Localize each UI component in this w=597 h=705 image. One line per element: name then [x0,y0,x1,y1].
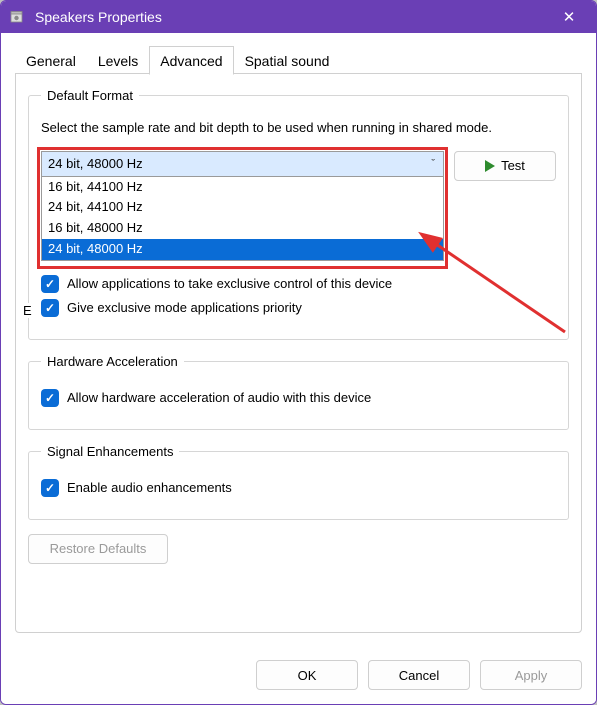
checkbox-enable-enhancements[interactable] [41,479,59,497]
tab-page-advanced: Default Format Select the sample rate an… [15,73,582,633]
label-exclusive-priority: Give exclusive mode applications priorit… [67,300,302,315]
group-hardware-acceleration: Hardware Acceleration Allow hardware acc… [28,354,569,430]
label-allow-hw-accel: Allow hardware acceleration of audio wit… [67,390,371,405]
legend-hardware-acceleration: Hardware Acceleration [41,354,184,369]
apply-button[interactable]: Apply [480,660,582,690]
play-icon [485,160,495,172]
close-icon: ✕ [563,8,576,26]
format-option[interactable]: 16 bit, 44100 Hz [42,177,443,198]
test-button[interactable]: Test [454,151,556,181]
label-enable-enhancements: Enable audio enhancements [67,480,232,495]
tab-general[interactable]: General [15,46,87,74]
restore-defaults-label: Restore Defaults [50,541,147,556]
cancel-label: Cancel [399,668,439,683]
tab-advanced[interactable]: Advanced [149,46,233,75]
group-signal-enhancements: Signal Enhancements Enable audio enhance… [28,444,569,520]
tab-levels[interactable]: Levels [87,46,149,74]
titlebar[interactable]: Speakers Properties ✕ [1,1,596,33]
test-button-label: Test [501,158,525,173]
cancel-button[interactable]: Cancel [368,660,470,690]
format-option[interactable]: 24 bit, 44100 Hz [42,197,443,218]
legend-exclusive-mode-cut: E [23,303,32,318]
checkbox-exclusive-priority[interactable] [41,299,59,317]
format-dropdown[interactable]: 16 bit, 44100 Hz24 bit, 44100 Hz16 bit, … [41,177,444,261]
format-selected-text: 24 bit, 48000 Hz [48,156,143,171]
ok-label: OK [298,668,317,683]
ok-button[interactable]: OK [256,660,358,690]
format-combobox[interactable]: 24 bit, 48000 Hz ˇ [41,151,444,177]
format-combo-wrap: 24 bit, 48000 Hz ˇ 16 bit, 44100 Hz24 bi… [41,151,444,177]
legend-default-format: Default Format [41,88,139,103]
group-default-format: Default Format Select the sample rate an… [28,88,569,340]
label-allow-exclusive: Allow applications to take exclusive con… [67,276,392,291]
default-format-description: Select the sample rate and bit depth to … [41,119,556,137]
apply-label: Apply [515,668,548,683]
tab-strip: General Levels Advanced Spatial sound [15,45,582,74]
format-option[interactable]: 24 bit, 48000 Hz [42,239,443,260]
checkbox-allow-exclusive[interactable] [41,275,59,293]
dialog-footer: OK Cancel Apply [1,650,596,704]
chevron-down-icon: ˇ [431,158,435,170]
speaker-icon [9,8,27,26]
restore-defaults-button[interactable]: Restore Defaults [28,534,168,564]
properties-window: Speakers Properties ✕ General Levels Adv… [0,0,597,705]
close-button[interactable]: ✕ [546,1,592,33]
window-title: Speakers Properties [35,9,162,25]
checkbox-allow-hw-accel[interactable] [41,389,59,407]
client-area: General Levels Advanced Spatial sound De… [1,33,596,647]
format-option[interactable]: 16 bit, 48000 Hz [42,218,443,239]
legend-signal-enhancements: Signal Enhancements [41,444,179,459]
tab-spatial-sound[interactable]: Spatial sound [234,46,341,74]
